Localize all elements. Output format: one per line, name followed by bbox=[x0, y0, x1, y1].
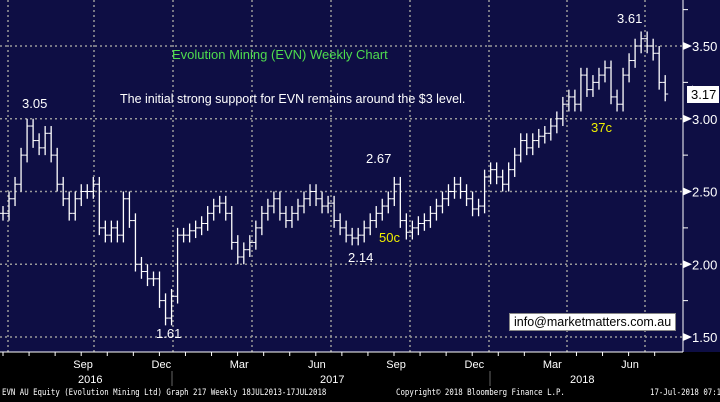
x-month-label: Jun bbox=[308, 359, 326, 371]
last-price-label: 3.17 bbox=[687, 86, 720, 103]
y-tick-label: 1.50 bbox=[692, 330, 717, 345]
annotation-2-14: 2.14 bbox=[348, 250, 374, 265]
annotation-50c: 50c bbox=[379, 230, 400, 245]
y-tick-label: 2.50 bbox=[692, 185, 717, 200]
annotation-1-61: 1.61 bbox=[156, 326, 182, 341]
footer-copyright: Copyright© 2018 Bloomberg Finance L.P. bbox=[396, 388, 565, 398]
x-month-label: Jun bbox=[621, 359, 639, 371]
footer-security: EVN AU Equity (Evolution Mining Ltd) Gra… bbox=[2, 388, 327, 398]
x-year-label: 2016 bbox=[78, 374, 102, 386]
x-year-label: 2017 bbox=[320, 374, 344, 386]
x-month-label: Mar bbox=[230, 359, 249, 371]
x-month-label: Dec bbox=[152, 359, 172, 371]
x-month-label: Sep bbox=[73, 359, 93, 371]
price-axis-area bbox=[683, 0, 720, 352]
chart-title: Evolution Mining (EVN) Weekly Chart bbox=[172, 47, 388, 62]
y-tick-label: 3.00 bbox=[692, 112, 717, 127]
y-tick-label: 2.00 bbox=[692, 257, 717, 272]
chart-subtitle: The initial strong support for EVN remai… bbox=[120, 92, 466, 106]
x-year-label: 2018 bbox=[570, 374, 594, 386]
annotation-3-05: 3.05 bbox=[22, 96, 48, 111]
x-month-label: Mar bbox=[543, 359, 562, 371]
plot-area bbox=[0, 0, 683, 352]
x-month-label: Dec bbox=[465, 359, 485, 371]
email-label: info@marketmatters.com.au bbox=[509, 313, 677, 331]
y-tick-label: 3.50 bbox=[692, 39, 717, 54]
annotation-37c: 37c bbox=[591, 120, 612, 135]
x-month-label: Sep bbox=[386, 359, 406, 371]
footer-timestamp: 17-Jul-2018 07:19:43 bbox=[650, 388, 720, 398]
annotation-2-67: 2.67 bbox=[366, 151, 392, 166]
annotation-3-61: 3.61 bbox=[617, 11, 643, 26]
